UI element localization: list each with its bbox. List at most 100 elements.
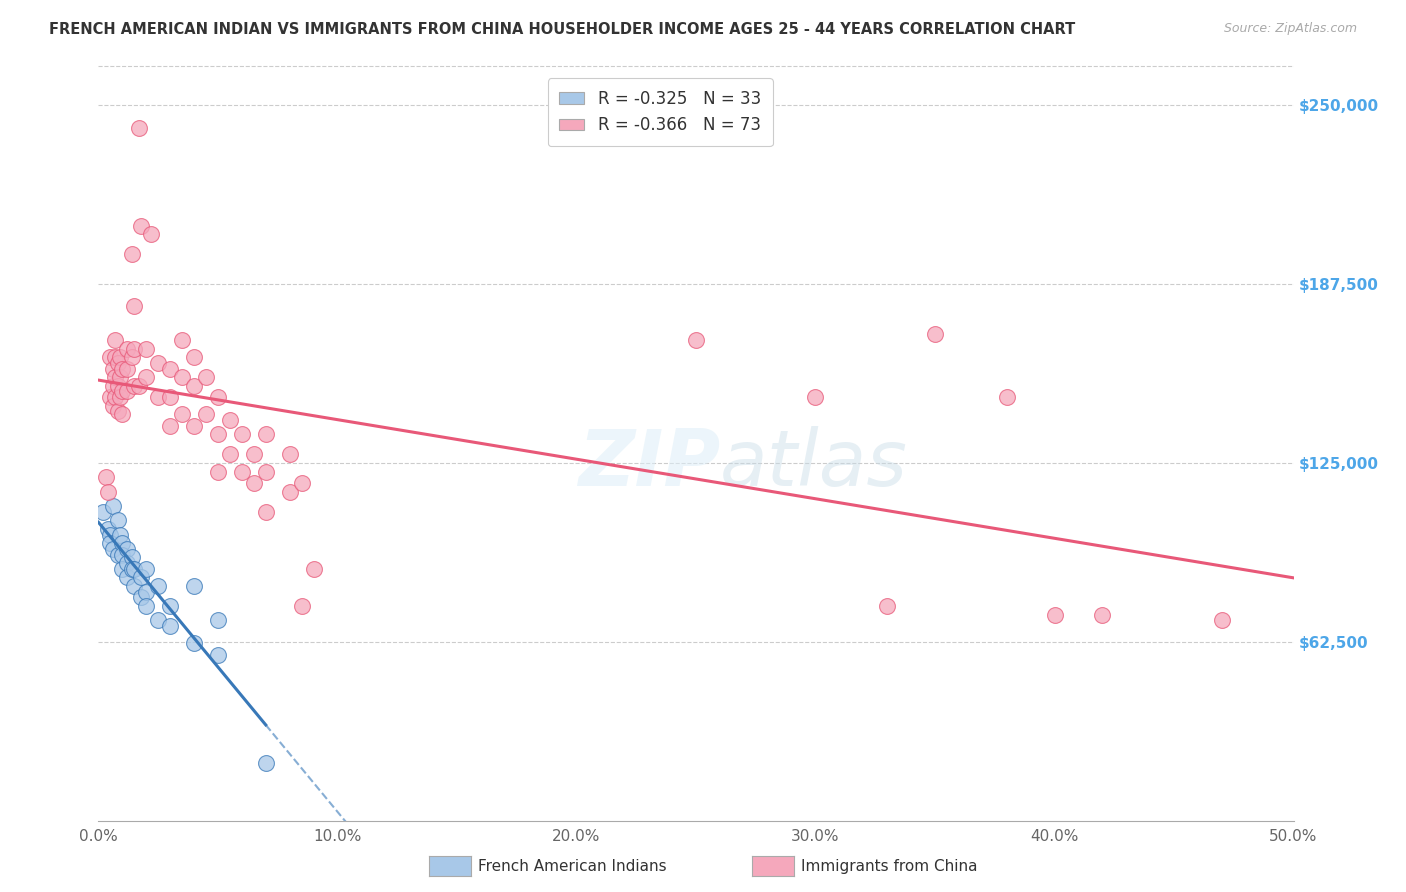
Point [231, 465, 253, 479]
Point [219, 447, 242, 461]
Text: Immigrants from China: Immigrants from China [801, 859, 979, 873]
Point [1043, 607, 1066, 622]
Point [101, 499, 124, 513]
Point [124, 562, 146, 576]
Point [121, 562, 143, 576]
Point [101, 541, 124, 556]
Point [98, 527, 122, 541]
Point [207, 648, 229, 662]
Point [115, 570, 138, 584]
Point [131, 591, 153, 605]
Point [124, 378, 146, 392]
Point [291, 599, 314, 613]
Point [121, 350, 143, 364]
Point [995, 390, 1018, 404]
Point [278, 447, 301, 461]
Point [1211, 613, 1233, 627]
Point [243, 476, 266, 491]
Point [231, 427, 253, 442]
Legend: R = -0.325   N = 33, R = -0.366   N = 73: R = -0.325 N = 33, R = -0.366 N = 73 [548, 78, 772, 146]
Point [291, 476, 314, 491]
Point [135, 370, 157, 384]
Point [159, 418, 181, 433]
Point [108, 390, 131, 404]
Point [183, 418, 205, 433]
Point [924, 327, 946, 342]
Point [804, 390, 827, 404]
Point [195, 408, 218, 422]
Point [254, 505, 277, 519]
Point [104, 390, 127, 404]
Point [302, 562, 325, 576]
Point [135, 562, 157, 576]
Point [159, 390, 181, 404]
Point [104, 350, 127, 364]
Point [254, 756, 277, 771]
Point [876, 599, 898, 613]
Point [207, 613, 229, 627]
Point [111, 361, 134, 376]
Point [97, 484, 120, 499]
Point [91, 505, 114, 519]
Text: ZIP: ZIP [578, 426, 720, 502]
Point [111, 548, 134, 562]
Point [107, 378, 129, 392]
Text: French American Indians: French American Indians [478, 859, 666, 873]
Point [107, 356, 129, 370]
Point [111, 536, 134, 550]
Point [97, 522, 120, 536]
Point [148, 579, 170, 593]
Text: FRENCH AMERICAN INDIAN VS IMMIGRANTS FROM CHINA HOUSEHOLDER INCOME AGES 25 - 44 : FRENCH AMERICAN INDIAN VS IMMIGRANTS FRO… [49, 22, 1076, 37]
Point [115, 342, 138, 356]
Point [243, 447, 266, 461]
Point [121, 247, 143, 261]
Point [254, 427, 277, 442]
Point [98, 350, 122, 364]
Point [159, 361, 181, 376]
Point [124, 342, 146, 356]
Point [108, 527, 131, 541]
Point [278, 484, 301, 499]
Point [111, 562, 134, 576]
Point [98, 536, 122, 550]
Point [104, 370, 127, 384]
Point [107, 513, 129, 527]
Point [172, 370, 194, 384]
Point [115, 384, 138, 399]
Point [183, 378, 205, 392]
Text: Source: ZipAtlas.com: Source: ZipAtlas.com [1223, 22, 1357, 36]
Point [107, 548, 129, 562]
Point [98, 390, 122, 404]
Point [108, 350, 131, 364]
Point [195, 370, 218, 384]
Point [107, 404, 129, 418]
Point [124, 579, 146, 593]
Point [139, 227, 162, 241]
Point [159, 619, 181, 633]
Point [207, 390, 229, 404]
Point [115, 556, 138, 570]
Point [104, 333, 127, 347]
Point [111, 408, 134, 422]
Point [135, 584, 157, 599]
Point [685, 333, 707, 347]
Point [101, 361, 124, 376]
Point [254, 465, 277, 479]
Point [159, 599, 181, 613]
Point [172, 408, 194, 422]
Point [207, 465, 229, 479]
Point [128, 378, 150, 392]
Point [108, 370, 131, 384]
Point [101, 399, 124, 413]
Point [135, 599, 157, 613]
Text: atlas: atlas [720, 426, 908, 502]
Point [148, 613, 170, 627]
Point [131, 570, 153, 584]
Point [115, 361, 138, 376]
Point [1091, 607, 1114, 622]
Point [148, 356, 170, 370]
Point [124, 299, 146, 313]
Point [111, 384, 134, 399]
Point [94, 470, 117, 484]
Point [183, 350, 205, 364]
